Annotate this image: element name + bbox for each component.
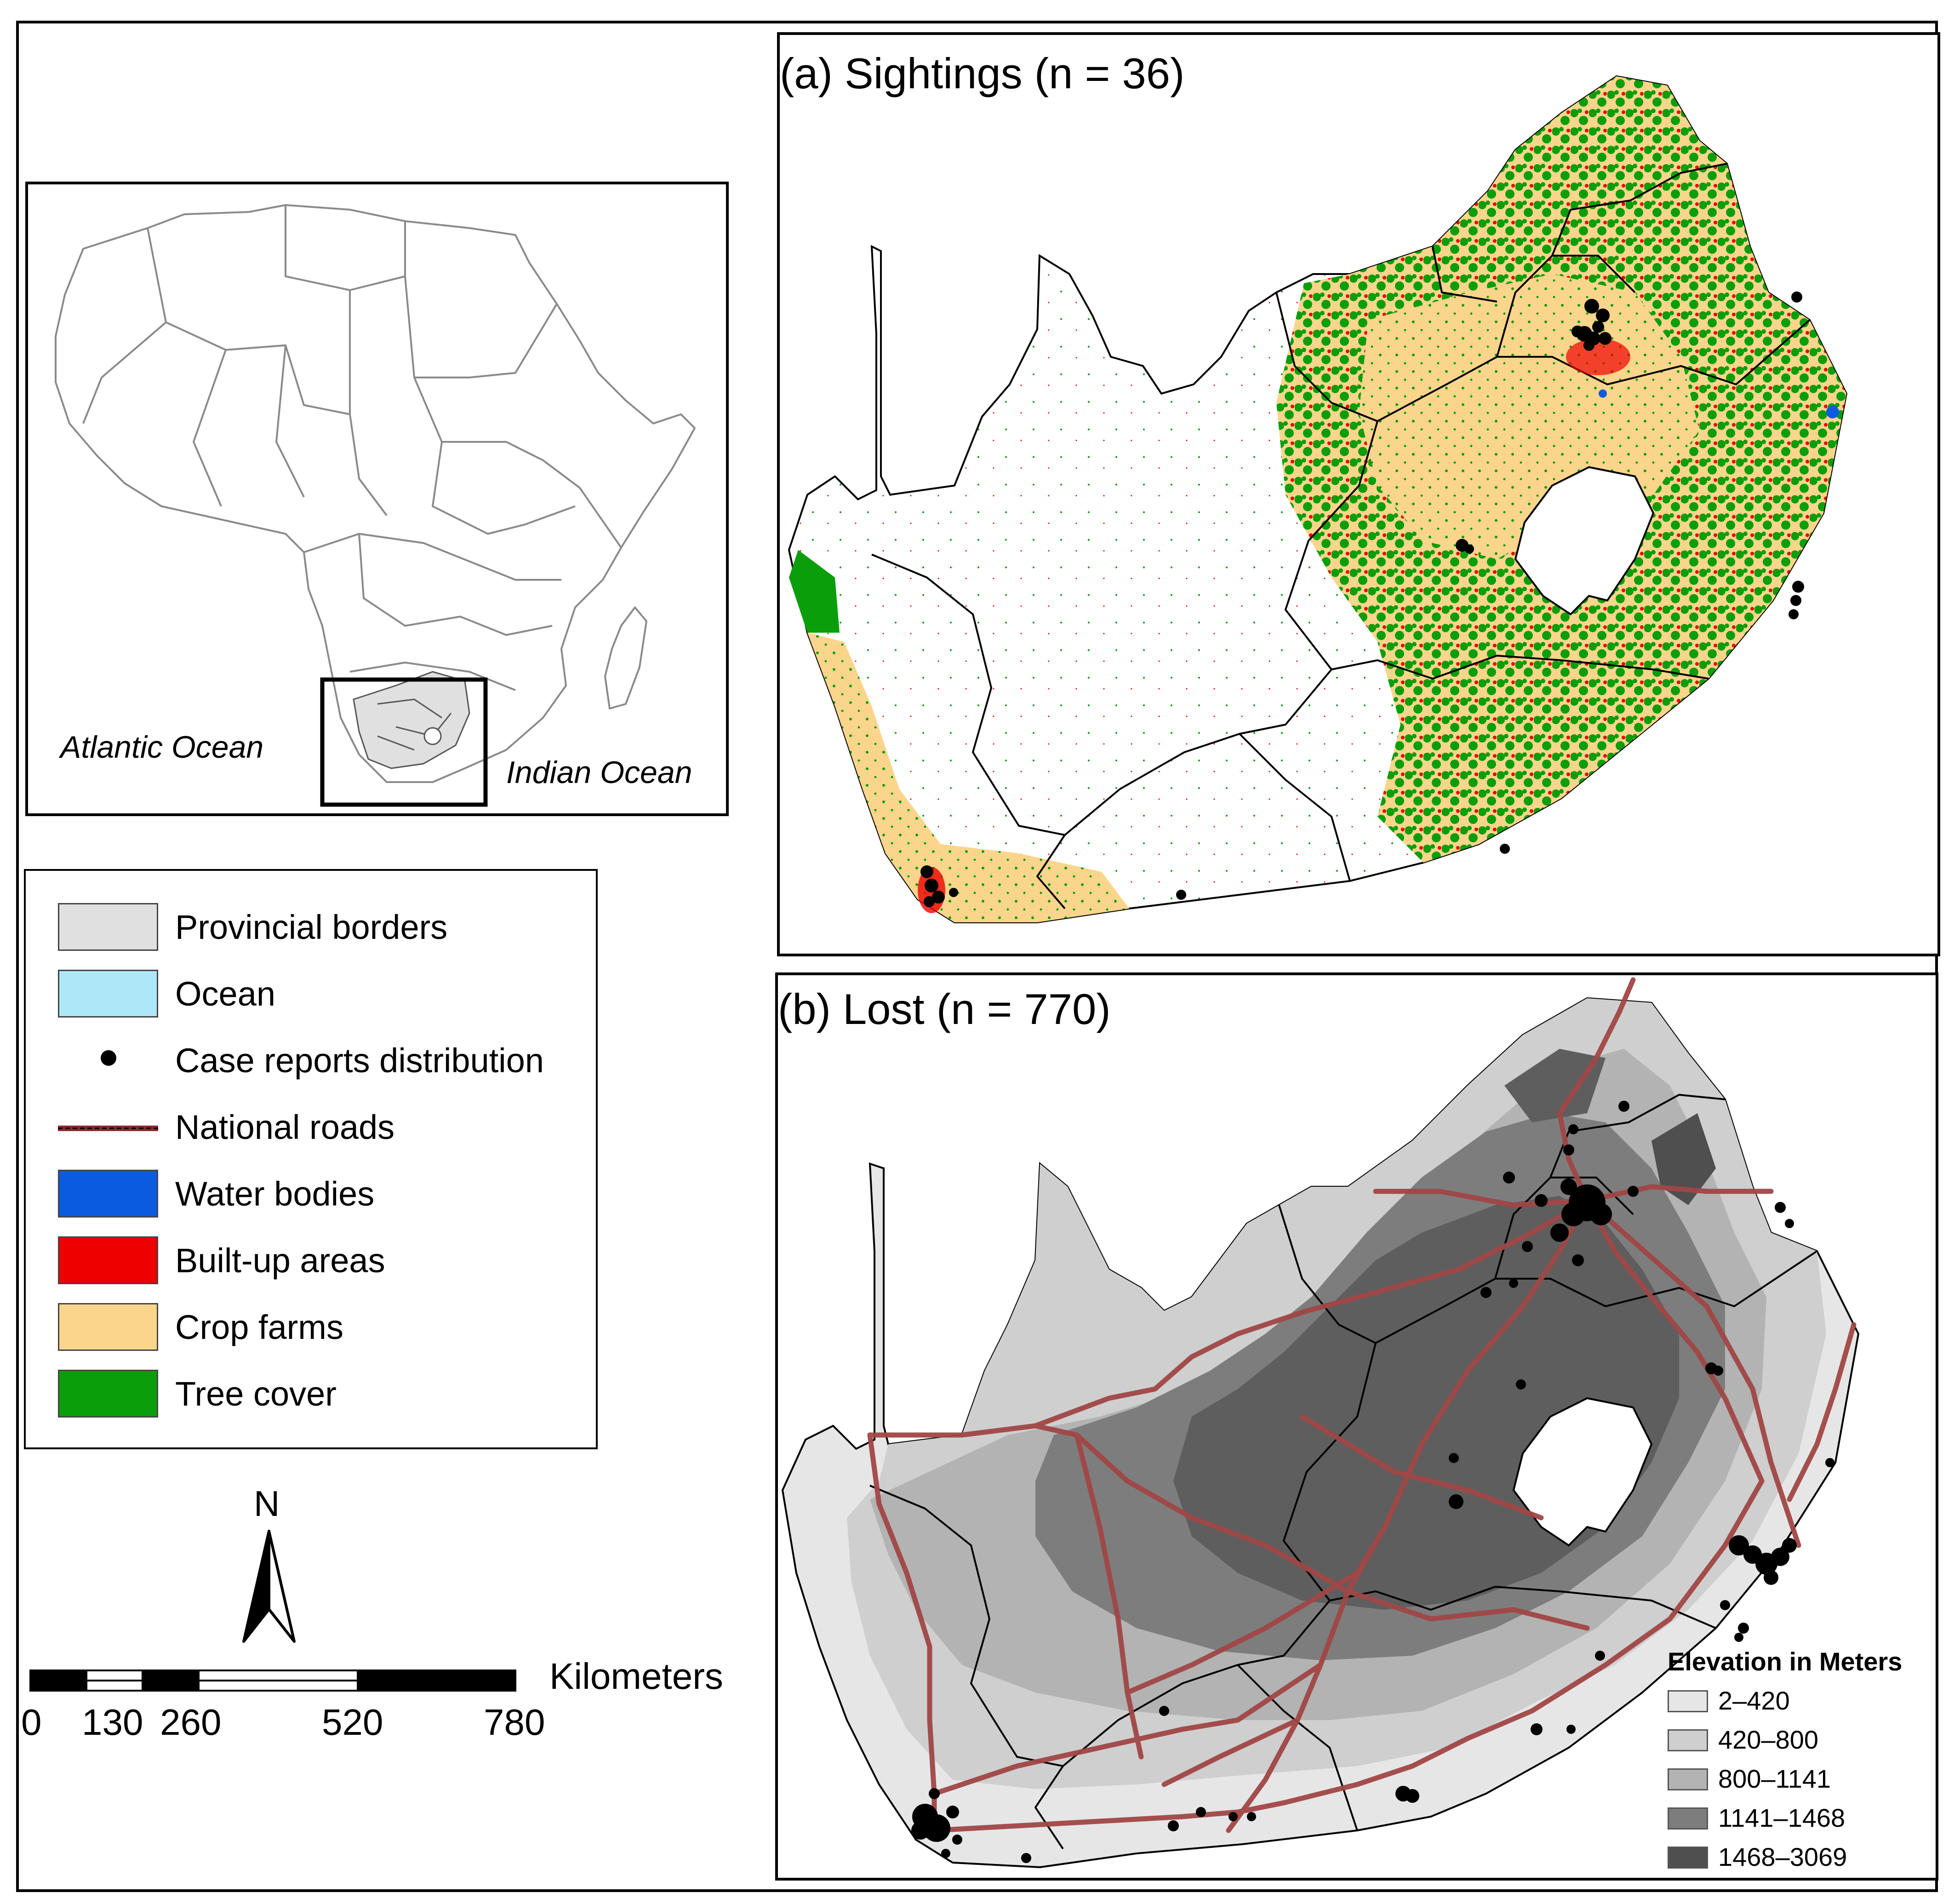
legend-label-built-up-areas: Built-up areas [175, 1241, 385, 1280]
elev-label-4: 1141–1468 [1718, 1803, 1846, 1832]
africa-outline [55, 204, 696, 807]
elev-label-3: 800–1141 [1718, 1764, 1831, 1793]
panel-b-title: (b) Lost (n = 770) [778, 985, 1111, 1033]
elev-label-5: 1468–3069 [1718, 1842, 1847, 1871]
legend-swatch-water-bodies [58, 1170, 158, 1218]
atlantic-ocean-label: Atlantic Ocean [60, 730, 264, 765]
africa-continent [55, 204, 696, 783]
legend-label-national-roads: National roads [175, 1108, 395, 1146]
legend-label-crop-farms: Crop farms [175, 1308, 343, 1346]
legend-label-tree-cover: Tree cover [175, 1375, 337, 1413]
legend-swatch-ocean [58, 970, 158, 1018]
panel-b-map [781, 977, 1860, 1869]
legend-swatch-tree-cover [58, 1370, 158, 1418]
legend-label-water-bodies: Water bodies [175, 1175, 375, 1213]
lesotho-b [1512, 1397, 1653, 1547]
legend-label-case-reports: Case reports distribution [175, 1041, 544, 1080]
scale-tick-520: 520 [322, 1702, 383, 1743]
elev-swatch-2 [1668, 1729, 1708, 1751]
north-arrow-icon [242, 1530, 296, 1643]
legend-label-provincial-borders: Provincial borders [175, 908, 448, 946]
south-africa-extent-box [320, 677, 488, 807]
national-roads [867, 977, 1857, 1833]
elev-swatch-3 [1668, 1768, 1708, 1790]
legend-swatch-crop-farms [58, 1303, 158, 1351]
lesotho [1514, 466, 1655, 616]
panel-a-map [788, 75, 1848, 923]
scale-tick-260: 260 [160, 1702, 222, 1743]
scale-bar-unit: Kilometers [549, 1656, 723, 1697]
map-legend: Provincial borders Ocean Case reports di… [24, 869, 598, 1449]
africa-inset-map: Atlantic Ocean Indian Ocean [25, 182, 729, 816]
scale-tick-130: 130 [82, 1702, 143, 1743]
scale-tick-780: 780 [484, 1702, 545, 1743]
legend-symbol-case-report-dot [101, 1050, 116, 1066]
madagascar [604, 606, 647, 709]
legend-label-ocean: Ocean [175, 975, 276, 1013]
scale-tick-0: 0 [21, 1702, 42, 1743]
panel-a-sightings-map: (a) Sightings (n = 36) [777, 32, 1940, 956]
legend-symbol-national-road [58, 1126, 158, 1131]
indian-ocean-label: Indian Ocean [506, 755, 692, 790]
elev-label-2: 420–800 [1718, 1725, 1819, 1754]
north-arrow-label: N [254, 1483, 280, 1524]
elev-label-1: 2–420 [1718, 1686, 1790, 1715]
panel-a-title: (a) Sightings (n = 36) [780, 49, 1185, 97]
figure-frame [16, 21, 1938, 1892]
elevation-legend-title: Elevation in Meters [1668, 1647, 1903, 1676]
south-africa-highlight [353, 671, 470, 769]
elev-swatch-4 [1668, 1807, 1708, 1830]
legend-swatch-built-up-areas [58, 1236, 158, 1284]
elev-swatch-5 [1668, 1847, 1708, 1869]
panel-b-lost-map: (b) Lost (n = 770) [775, 972, 1938, 1881]
elev-swatch-1 [1668, 1690, 1708, 1712]
legend-swatch-provincial-borders [58, 903, 158, 951]
scale-bar [29, 1670, 516, 1692]
